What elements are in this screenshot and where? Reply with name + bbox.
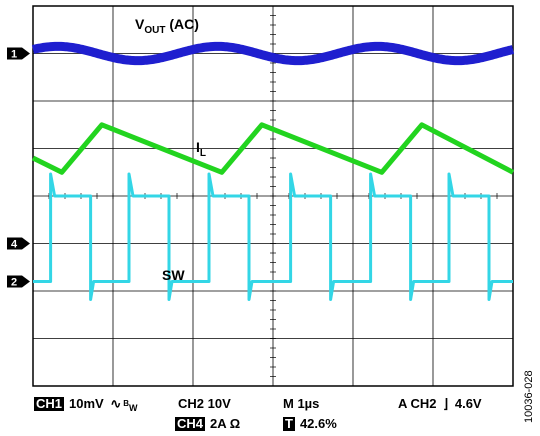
bandwidth-icon: ∿ — [110, 396, 122, 411]
graticule — [32, 5, 514, 387]
readout-timebase: M 1µs — [283, 396, 320, 411]
trace-label: VOUT (AC) — [135, 16, 199, 36]
switch-node-trace — [33, 172, 513, 301]
readout-trigger: A CH2 ⌉ 4.6V — [398, 396, 482, 412]
trace-labels: VOUT (AC) IL SW — [135, 16, 206, 283]
marker-label: 2 — [11, 277, 17, 289]
trace-label: SW — [162, 267, 185, 283]
inductor-current-trace — [31, 122, 515, 175]
ch4-tag: CH4 — [175, 416, 206, 431]
svg-text:10036-028: 10036-028 — [523, 370, 535, 423]
marker-label: 4 — [11, 239, 18, 251]
readout-ch1: CH1 10mV ∿ BW — [34, 396, 138, 413]
marker-arrow — [7, 275, 30, 288]
marker-arrow — [7, 47, 30, 60]
trigger-source: A CH2 — [398, 396, 437, 411]
marker-label: 1 — [11, 49, 17, 61]
channel-marker-2: 2 — [7, 275, 30, 289]
bw-b: B — [123, 399, 130, 408]
vout-trace — [30, 41, 516, 66]
marker-arrow — [7, 237, 30, 250]
trigger-level: 4.6V — [454, 396, 482, 411]
ch1-tag: CH1 — [34, 396, 65, 411]
channel-marker-4: 4 — [7, 237, 30, 251]
readout-ch4: CH4 2A Ω — [175, 416, 240, 431]
readout-ch2: CH2 10V — [178, 396, 231, 411]
ch4-value: 2A Ω — [210, 416, 241, 431]
readout-position: T 42.6% — [283, 416, 337, 431]
t-tag: T — [283, 416, 295, 431]
ch1-value: 10mV — [69, 396, 104, 411]
trigger-slope-icon: ⌉ — [443, 397, 449, 412]
trace-label: IL — [196, 139, 206, 159]
figure-id: 10036-028 — [523, 370, 535, 423]
position-value: 42.6% — [299, 416, 337, 431]
bw-w: W — [129, 403, 138, 413]
traces — [30, 41, 516, 301]
channel-markers: 1 4 2 — [7, 47, 30, 289]
channel-marker-1: 1 — [7, 47, 30, 61]
